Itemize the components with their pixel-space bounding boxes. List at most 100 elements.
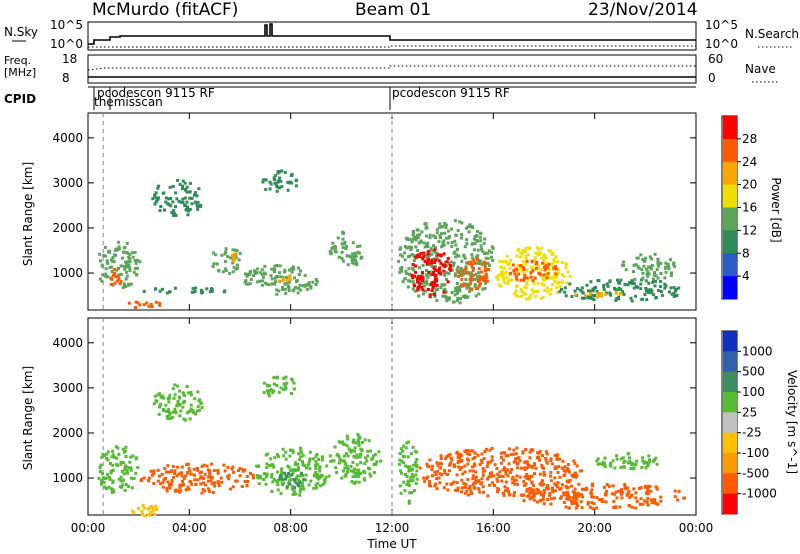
data-cell-power-11	[406, 285, 410, 289]
data-cell-velocity-11	[268, 384, 271, 388]
data-cell-power-5	[232, 255, 236, 259]
data-cell-power-11	[457, 254, 461, 258]
data-cell-power-16	[674, 289, 677, 293]
data-cell-power-2	[138, 303, 142, 307]
data-cell-velocity-3	[299, 487, 303, 491]
data-cell-velocity-3	[299, 455, 303, 459]
data-cell-velocity-8	[577, 491, 581, 495]
data-cell-velocity-11	[281, 388, 285, 391]
data-cell-power-14	[545, 262, 549, 266]
data-cell-power-14	[534, 251, 538, 255]
data-cell-power-14	[502, 266, 506, 270]
data-cell-power-13	[470, 265, 474, 269]
xtick-label-2: 08:00	[273, 521, 308, 535]
data-cell-power-15	[546, 272, 550, 276]
data-cell-velocity-8	[605, 489, 608, 493]
data-cell-velocity-7	[539, 493, 543, 497]
data-cell-power-18	[651, 277, 655, 281]
data-cell-velocity-11	[285, 381, 289, 385]
data-cell-power-18	[637, 266, 641, 270]
data-cell-velocity-3	[317, 457, 321, 461]
data-cell-power-18	[653, 252, 657, 256]
power-colorbar-label: Power [dB]	[769, 177, 783, 242]
cpid-segment-3: pcodescon 9115 RF	[392, 86, 510, 100]
data-cell-velocity-7	[516, 482, 519, 486]
data-cell-velocity-5	[365, 459, 369, 463]
data-cell-power-15	[534, 266, 538, 270]
xtick-label-6: 00:00	[679, 521, 714, 535]
data-cell-velocity-7	[504, 472, 508, 476]
data-cell-velocity-2	[194, 483, 198, 486]
data-cell-velocity-2	[249, 472, 252, 475]
data-cell-power-11	[465, 295, 469, 299]
data-cell-power-10	[278, 170, 281, 174]
data-cell-velocity-7	[428, 482, 432, 486]
data-cell-velocity-3	[316, 481, 320, 485]
data-cell-power-15	[513, 272, 517, 276]
data-cell-velocity-8	[673, 489, 677, 493]
data-cell-velocity-5	[350, 480, 354, 483]
data-cell-velocity-5	[351, 460, 355, 464]
data-cell-power-11	[467, 285, 471, 289]
data-cell-velocity-3	[324, 475, 328, 479]
data-cell-power-12	[428, 293, 432, 297]
data-cell-power-2	[154, 300, 158, 304]
data-cell-velocity-7	[479, 458, 483, 462]
data-cell-power-0	[126, 260, 130, 264]
data-cell-velocity-3	[257, 464, 261, 468]
data-cell-power-12	[442, 269, 446, 273]
data-cell-power-9	[183, 188, 187, 192]
data-cell-power-0	[128, 266, 132, 270]
data-cell-power-14	[550, 276, 554, 280]
colorbar-velocity-swatch-3	[723, 392, 737, 413]
data-cell-velocity-3	[300, 451, 304, 455]
data-cell-power-12	[415, 280, 419, 284]
data-cell-power-0	[127, 263, 131, 267]
data-cell-velocity-8	[541, 498, 545, 502]
data-cell-velocity-7	[513, 479, 516, 483]
data-cell-velocity-7	[490, 446, 494, 450]
ytick-label-velocity-0: 1000	[52, 471, 83, 485]
data-cell-power-6	[248, 282, 252, 286]
data-cell-power-11	[445, 277, 449, 281]
data-cell-velocity-8	[546, 485, 550, 489]
data-cell-velocity-0	[101, 472, 104, 476]
data-cell-velocity-3	[276, 470, 279, 474]
data-cell-velocity-3	[275, 479, 279, 483]
data-cell-velocity-2	[243, 468, 247, 472]
data-cell-power-4	[232, 265, 236, 269]
data-cell-power-18	[667, 265, 671, 269]
data-cell-velocity-2	[152, 469, 156, 473]
data-cell-velocity-10	[159, 402, 163, 406]
data-cell-velocity-10	[183, 394, 186, 398]
data-cell-power-0	[123, 245, 127, 249]
data-cell-power-1	[111, 273, 115, 277]
data-cell-velocity-7	[480, 460, 484, 464]
data-cell-velocity-0	[117, 477, 121, 481]
data-cell-power-0	[100, 279, 104, 283]
data-cell-velocity-3	[255, 464, 259, 468]
data-cell-velocity-7	[540, 465, 544, 469]
data-cell-power-3	[165, 291, 169, 295]
data-cell-power-9	[181, 197, 185, 201]
data-cell-power-14	[565, 281, 569, 285]
data-cell-power-7	[281, 277, 285, 281]
data-cell-velocity-7	[528, 456, 532, 460]
data-cell-velocity-8	[590, 488, 594, 492]
data-cell-power-11	[474, 272, 478, 276]
data-cell-velocity-7	[496, 486, 500, 490]
data-cell-velocity-6	[400, 471, 403, 475]
data-cell-velocity-7	[471, 457, 475, 461]
data-cell-power-16	[640, 278, 644, 282]
data-cell-velocity-8	[576, 504, 579, 508]
data-cell-velocity-0	[98, 466, 102, 469]
cpid-segment-2: themisscan	[94, 95, 163, 109]
data-cell-velocity-7	[562, 468, 566, 472]
data-cell-velocity-8	[592, 495, 595, 499]
data-cell-velocity-8	[530, 489, 534, 492]
data-cell-power-15	[512, 269, 516, 273]
data-cell-power-16	[558, 290, 562, 294]
data-cell-power-12	[422, 254, 426, 258]
data-cell-power-0	[123, 267, 127, 271]
data-cell-power-17	[589, 292, 593, 295]
